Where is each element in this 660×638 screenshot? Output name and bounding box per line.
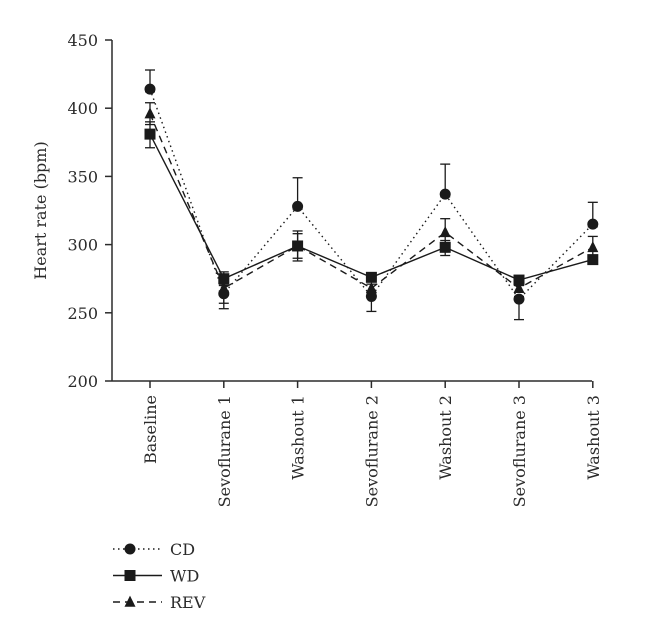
series-line-rev	[149, 113, 594, 290]
legend-marker-wd	[124, 570, 136, 581]
series-line-cd	[149, 88, 594, 301]
point-cd	[587, 218, 599, 230]
legend-label-rev: REV	[170, 593, 206, 612]
point-wd	[439, 241, 451, 253]
axes: 200 250 300 350 400 450 Baseline Sevoflurane 1…	[67, 31, 602, 507]
x-tick-label: Washout 3	[584, 395, 603, 480]
point-rev	[292, 239, 304, 251]
point-cd	[144, 83, 156, 95]
y-tick-label: 350	[67, 167, 98, 186]
point-wd	[587, 254, 599, 266]
y-ticks: 200 250 300 350 400 450	[67, 31, 112, 391]
legend: CD WD REV	[113, 540, 206, 612]
point-cd	[439, 188, 451, 200]
legend-label-wd: WD	[170, 567, 199, 586]
point-wd	[513, 274, 525, 286]
series-line-wd	[149, 133, 593, 281]
y-tick-label: 300	[67, 236, 98, 255]
point-rev	[513, 281, 525, 293]
point-rev	[365, 281, 377, 293]
point-rev	[439, 225, 451, 238]
y-tick-label: 450	[67, 31, 98, 50]
point-cd	[365, 290, 377, 302]
point-cd	[513, 293, 525, 305]
series-lines	[149, 88, 594, 301]
legend-item-wd: WD	[113, 567, 199, 586]
legend-label-cd: CD	[170, 540, 195, 559]
y-tick-label: 250	[67, 304, 98, 323]
point-rev	[587, 241, 599, 253]
legend-item-cd: CD	[113, 540, 195, 559]
point-rev	[144, 107, 156, 119]
point-wd	[144, 128, 156, 140]
y-tick-label: 400	[67, 99, 98, 118]
y-tick-label: 200	[67, 372, 98, 391]
legend-item-rev: REV	[113, 593, 206, 612]
x-tick-label: Sevoflurane 3	[510, 395, 529, 507]
series-markers	[144, 83, 599, 305]
x-tick-label: Washout 1	[289, 395, 308, 480]
x-tick-label: Baseline	[141, 395, 160, 464]
point-cd	[292, 200, 304, 212]
point-wd	[365, 271, 377, 283]
point-wd	[218, 273, 230, 285]
legend-marker-rev	[124, 595, 136, 607]
point-rev	[218, 281, 230, 293]
x-ticks: Baseline Sevoflurane 1 Washout 1 Sevofluran…	[141, 381, 603, 507]
legend-marker-cd	[124, 543, 136, 555]
x-tick-label: Washout 2	[436, 395, 455, 480]
x-tick-label: Sevoflurane 2	[362, 395, 381, 507]
x-tick-label: Sevoflurane 1	[215, 395, 234, 507]
y-axis-title: Heart rate (bpm)	[31, 141, 50, 279]
